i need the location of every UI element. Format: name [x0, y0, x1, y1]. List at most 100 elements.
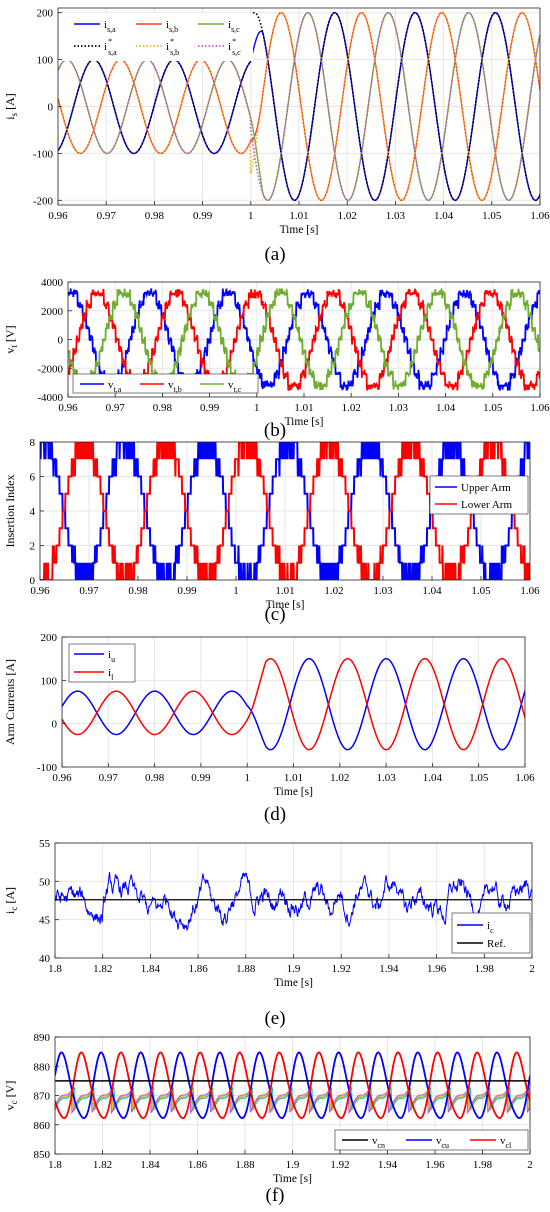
legend-label: is,a: [104, 19, 116, 34]
x-tick-label: 1.06: [520, 585, 540, 597]
y-tick-label: 6: [30, 472, 36, 484]
y-tick-label: 0: [52, 719, 58, 731]
y-tick-label: 45: [39, 915, 51, 927]
x-axis-label: Time [s]: [285, 416, 324, 428]
y-tick-label: 4000: [41, 277, 64, 289]
x-tick-label: 1.06: [530, 210, 550, 222]
legend-label: vcn: [372, 1135, 385, 1150]
series-line: [62, 657, 525, 751]
x-tick-label: 1.8: [48, 963, 62, 975]
legend-label: i* s,b: [166, 37, 179, 57]
legend-label: vt,a: [108, 379, 122, 394]
series-line: [40, 442, 530, 580]
chart-e: 1.8 1.82 1.84 1.86 1.88 1.9 1.92 1.94 1.96 1.98 2 4…: [3, 838, 535, 989]
legend-box: [72, 373, 259, 394]
x-tick-label: 1: [248, 210, 254, 222]
legend-label: Ref.: [487, 938, 506, 950]
legend-label: Upper Arm: [461, 482, 511, 494]
legend-label: vcl: [500, 1135, 512, 1150]
x-tick-label: 1.03: [389, 402, 409, 414]
panel-f: 1.8 1.82 1.84 1.86 1.88 1.9 1.92 1.94 1.96 1.98 2 8…: [0, 1030, 550, 1212]
x-tick-label: 0.97: [106, 402, 126, 414]
y-tick-label: 850: [34, 1149, 51, 1161]
series-line: [58, 11, 540, 202]
y-axis-label: Insertion Index: [3, 475, 17, 548]
x-tick-label: 1.05: [482, 210, 502, 222]
submodule-trace: [55, 1087, 530, 1111]
x-tick-label: 1.88: [236, 963, 256, 975]
x-tick-label: 0.97: [79, 585, 99, 597]
x-tick-label: 1.05: [483, 402, 503, 414]
legend-entry: Lower Arm: [435, 499, 512, 511]
chart-a: 0.96 0.97 0.98 0.99 1 1.01 1.02 1.03 1.04 1.05 1.0…: [3, 7, 550, 236]
legend-label: vt,c: [228, 379, 242, 394]
legend-entry: vt,c: [200, 379, 242, 394]
series-line: [55, 1051, 530, 1119]
x-tick-label: 1.04: [423, 772, 443, 784]
y-tick-label: -200: [33, 195, 54, 207]
plot-area: [55, 1051, 530, 1119]
x-tick-label: 1: [254, 402, 260, 414]
x-tick-label: 1.02: [324, 585, 343, 597]
y-tick-label: 100: [41, 675, 58, 687]
x-tick-label: 1.86: [188, 1159, 208, 1171]
legend-entry: vt,b: [140, 379, 182, 394]
submodule-trace: [55, 1087, 530, 1111]
series-line: [68, 288, 540, 391]
panel-label-d: (d): [263, 804, 287, 825]
x-tick-label: 2: [529, 963, 535, 975]
legend-entry: Upper Arm: [435, 482, 511, 494]
plot-area: [62, 657, 525, 751]
y-tick-label: 4: [30, 506, 36, 518]
legend-entry: vcl: [470, 1135, 512, 1150]
x-tick-label: 0.96: [30, 585, 50, 597]
y-tick-label: -4000: [37, 392, 63, 404]
legend-entry: iu: [74, 649, 115, 664]
x-tick-label: 1.03: [376, 772, 396, 784]
x-tick-label: 0.98: [145, 772, 165, 784]
x-tick-label: 1: [244, 772, 250, 784]
panel-label-a: (a): [264, 244, 286, 265]
x-tick-label: 1.96: [425, 1159, 445, 1171]
x-tick-label: 1.94: [378, 1159, 398, 1171]
series-line: [55, 872, 532, 931]
chart-f: 1.8 1.82 1.84 1.86 1.88 1.9 1.92 1.94 1.96 1.98 2 8…: [3, 1032, 533, 1185]
x-tick-label: 1.06: [515, 772, 535, 784]
x-tick-label: 1.82: [93, 963, 112, 975]
chart-d: 0.96 0.97 0.98 0.99 1 1.01 1.02 1.03 1.04 1.05 1.0…: [3, 632, 535, 798]
x-tick-label: 1.01: [284, 772, 303, 784]
y-tick-label: 880: [34, 1061, 51, 1073]
series-line: [58, 11, 540, 202]
legend-label: il: [108, 667, 114, 682]
x-tick-label: 1.04: [436, 402, 456, 414]
series-line: [40, 442, 530, 580]
legend-label: is,b: [166, 19, 178, 34]
legend-entry: ic: [457, 920, 494, 935]
legend-entry: Ref.: [457, 938, 506, 950]
x-tick-label: 1.04: [434, 210, 454, 222]
y-tick-label: 0: [30, 575, 36, 587]
x-tick-label: 0.98: [145, 210, 165, 222]
legend-label: Lower Arm: [461, 499, 512, 511]
legend-entry: is,c: [198, 19, 240, 34]
panel-label-f: (f): [265, 1185, 285, 1206]
x-tick-label: 1.03: [373, 585, 393, 597]
x-tick-label: 2: [527, 1159, 533, 1171]
x-tick-label: 1.05: [471, 585, 491, 597]
legend-entry: i* s,c: [198, 37, 241, 57]
y-tick-label: 200: [41, 632, 58, 644]
legend-entry: vt,a: [80, 379, 122, 394]
x-axis-label: Time [s]: [274, 977, 313, 989]
legend-entry: vcn: [342, 1135, 385, 1150]
series-line: [58, 11, 540, 202]
panel-label-b: (b): [263, 420, 287, 441]
panel-a: 0.96 0.97 0.98 0.99 1 1.01 1.02 1.03 1.04 1.05 1.0…: [0, 0, 550, 270]
y-axis-label: Arm Currents [A]: [3, 659, 17, 745]
submodule-trace: [55, 1087, 530, 1113]
legend-label: vt,b: [168, 379, 182, 394]
legend-entry: is,b: [136, 19, 178, 34]
y-tick-label: 890: [34, 1032, 51, 1044]
x-tick-label: 1.96: [427, 963, 447, 975]
x-tick-label: 0.98: [128, 585, 148, 597]
panel-label-c: (c): [264, 604, 286, 625]
